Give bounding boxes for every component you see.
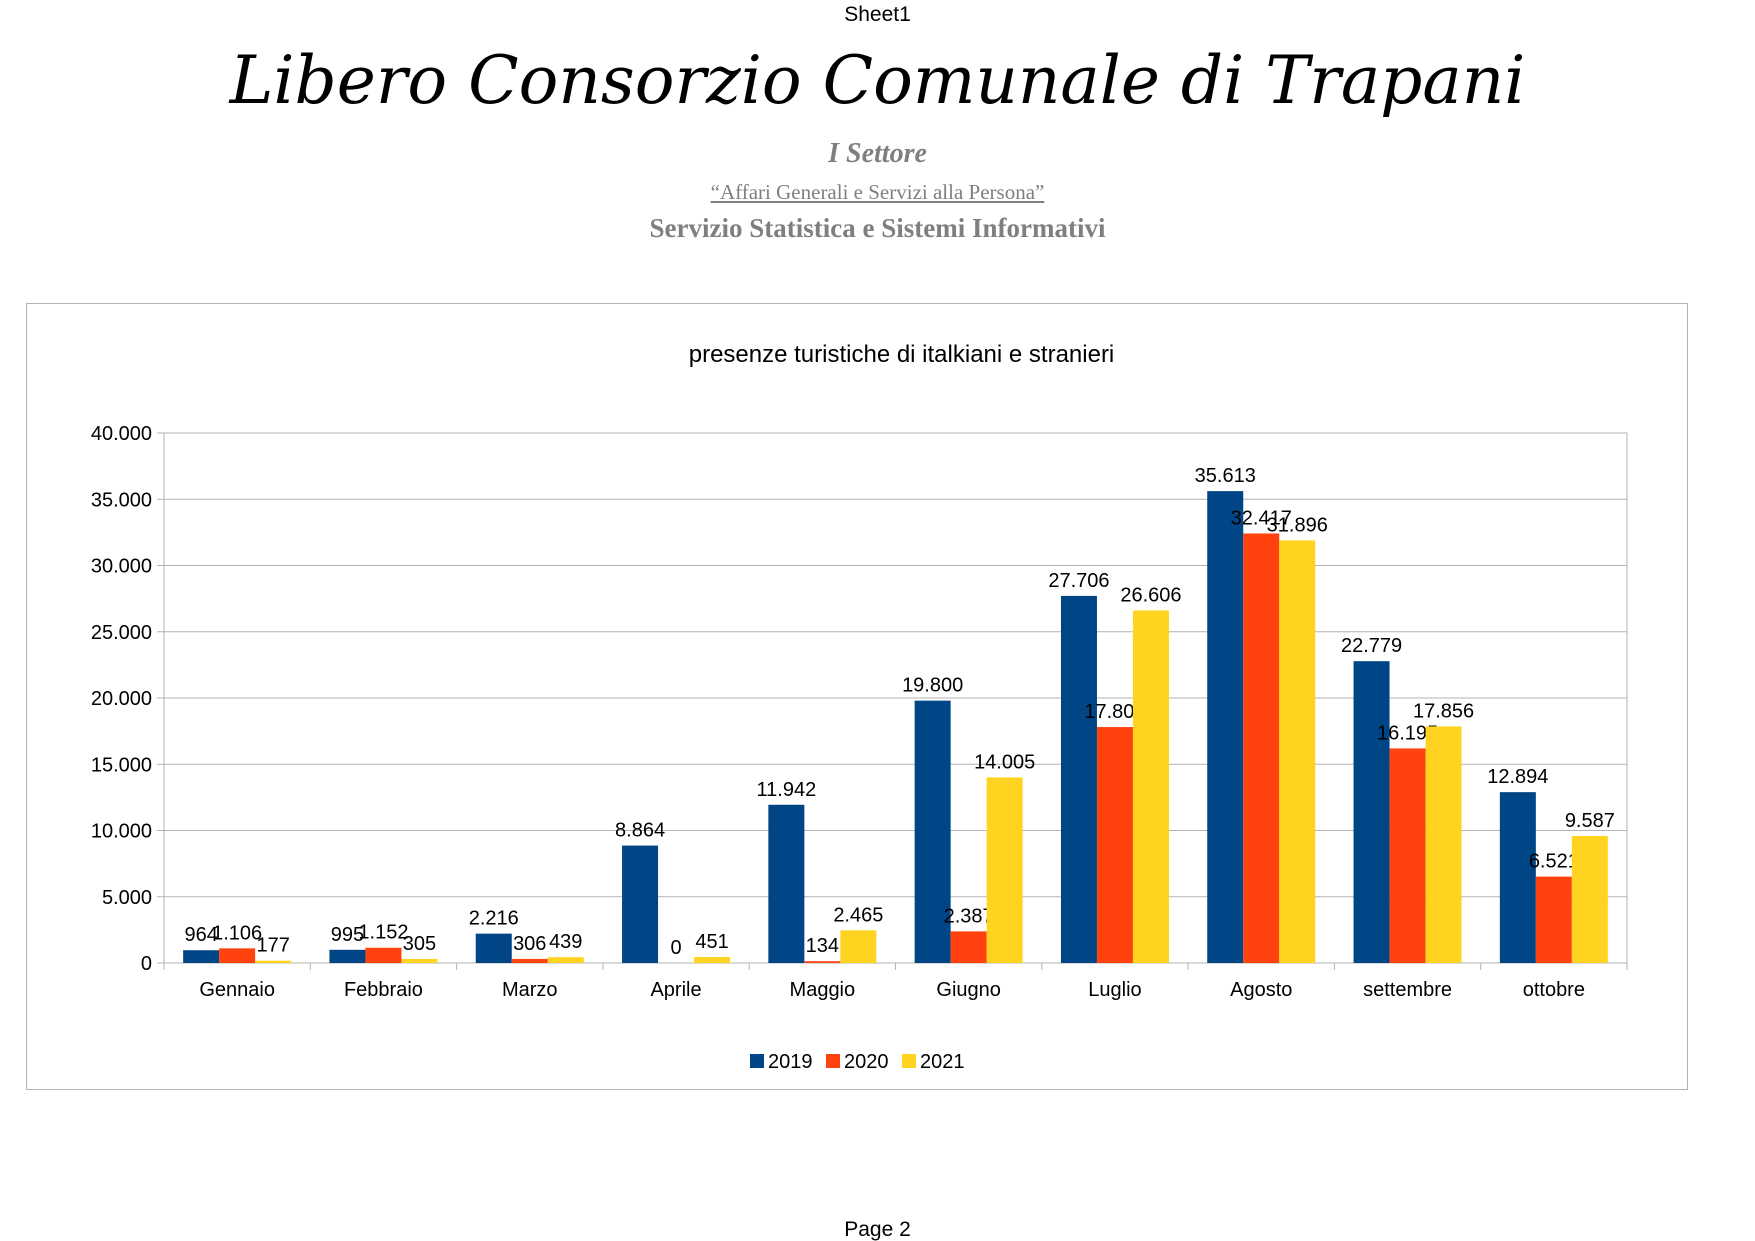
x-tick-label: ottobre [1523,979,1585,1001]
bar [183,950,220,963]
y-tick-label: 35.000 [91,489,152,511]
sheet-name: Sheet1 [844,3,911,26]
chart-title: presenze turistiche di italkiani e stran… [689,341,1115,368]
organization-title: Libero Consorzio Comunale di Trapani [229,42,1526,119]
y-tick-label: 40.000 [91,423,152,445]
data-label: 32.417 [1231,507,1292,529]
data-label: 2.216 [469,908,519,930]
sector-title: I Settore [828,138,927,169]
bar [914,700,951,963]
data-label: 27.706 [1048,570,1109,592]
legend-swatch [750,1054,764,1068]
legend-label: 2020 [844,1051,889,1073]
x-tick-label: Agosto [1230,979,1292,1001]
data-label: 8.864 [615,820,665,842]
data-label: 12.894 [1487,766,1548,788]
x-tick-label: Febbraio [344,979,423,1001]
data-label: 0 [670,937,681,959]
data-label: 22.779 [1341,635,1402,657]
data-label: 134 [806,935,839,957]
data-label: 1.152 [358,922,408,944]
data-label: 451 [695,931,728,953]
y-tick-label: 15.000 [91,754,152,776]
department-title: “Affari Generali e Servizi alla Persona” [710,180,1045,204]
data-label: 16.195 [1377,722,1438,744]
x-tick-label: Gennaio [199,979,275,1001]
data-label: 6.521 [1529,851,1579,873]
legend-label: 2019 [768,1051,813,1073]
data-label: 26.606 [1120,584,1181,606]
bar [329,949,366,963]
y-tick-label: 5.000 [102,887,152,909]
bar [1535,876,1572,963]
y-tick-label: 0 [141,953,152,975]
bar [547,957,584,963]
y-tick-label: 25.000 [91,622,152,644]
data-label: 19.800 [902,675,963,697]
bar [622,845,659,963]
bar [804,961,841,963]
data-label: 35.613 [1195,465,1256,487]
legend-swatch [902,1054,916,1068]
bar [768,804,805,963]
page-number: Page 2 [844,1218,911,1241]
x-tick-label: Maggio [790,979,856,1001]
x-tick-label: Giugno [936,979,1001,1001]
bar [1279,540,1316,963]
data-label: 2.387 [944,905,994,927]
bar [950,931,987,963]
data-label: 9.587 [1565,810,1615,832]
bar [219,948,256,963]
x-tick-label: Aprile [650,979,701,1001]
x-tick-label: settembre [1363,979,1452,1001]
data-label: 305 [403,933,436,955]
bar [1243,533,1280,963]
data-label: 439 [549,931,582,953]
data-label: 14.005 [974,751,1035,773]
bar [986,777,1023,963]
x-tick-label: Marzo [502,979,558,1001]
chart-frame: presenze turistiche di italkiani e stran… [26,303,1688,1090]
data-label: 1.106 [212,922,262,944]
service-title: Servizio Statistica e Sistemi Informativ… [649,213,1106,243]
bar [1132,610,1169,963]
data-label: 31.896 [1267,514,1328,536]
bar [1571,835,1608,963]
legend-label: 2021 [920,1051,965,1073]
bar [1353,661,1390,963]
bar [1389,748,1426,963]
bar [255,960,292,963]
bar [1499,792,1536,963]
data-label: 177 [256,935,289,957]
bar [475,933,512,963]
y-tick-label: 10.000 [91,821,152,843]
bar [401,958,438,963]
bar [511,958,548,963]
data-label: 11.942 [757,779,817,801]
data-label: 306 [513,933,546,955]
bar-chart: presenze turistiche di italkiani e stran… [91,341,1628,1073]
legend-swatch [826,1054,840,1068]
bar [1060,595,1097,963]
bar [1096,727,1133,963]
y-tick-label: 30.000 [91,556,152,578]
bar [365,947,402,963]
bar [1207,491,1244,963]
data-label: 17.856 [1413,700,1474,722]
bar [1425,726,1462,963]
data-label: 17.808 [1084,701,1145,723]
x-tick-label: Luglio [1088,979,1141,1001]
data-label: 2.465 [833,904,883,926]
bar [840,930,877,963]
data-label: 964 [184,924,217,946]
y-tick-label: 20.000 [91,688,152,710]
data-label: 995 [331,924,364,946]
bar [694,957,731,963]
